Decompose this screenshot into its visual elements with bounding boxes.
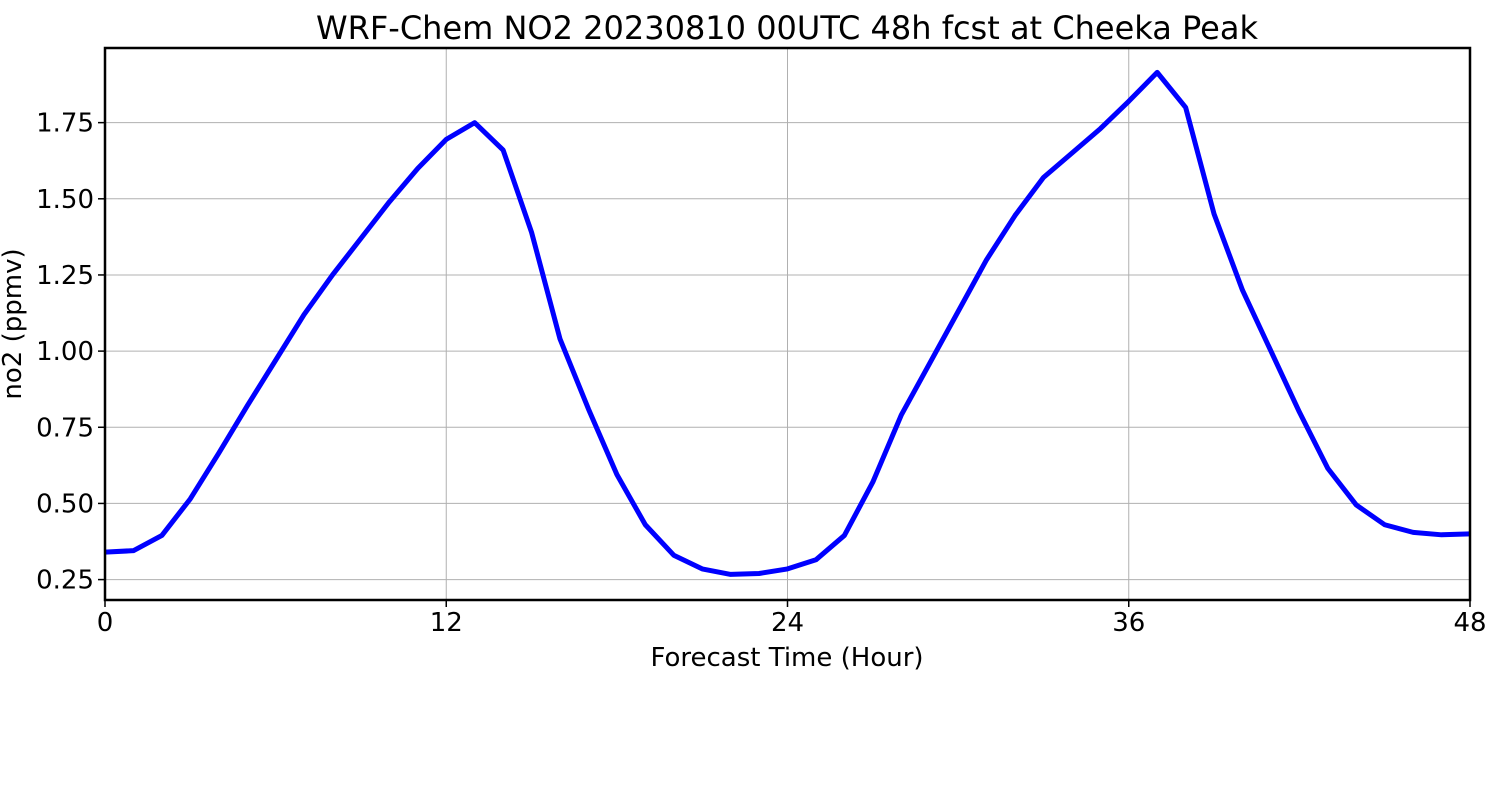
grid — [104, 48, 1471, 600]
y-tick-label: 0.25 — [36, 566, 94, 596]
x-axis-label: Forecast Time (Hour) — [650, 643, 923, 673]
y-tick-label: 1.00 — [36, 337, 94, 367]
series-layer — [104, 69, 1471, 577]
y-tick-label: 1.75 — [36, 109, 94, 139]
x-tick-label: 0 — [97, 608, 114, 638]
y-tick-label: 1.25 — [36, 261, 94, 291]
y-axis-label: no2 (ppmv) — [0, 248, 28, 399]
x-tick-label: 48 — [1453, 608, 1486, 638]
y-tick-label: 0.75 — [36, 413, 94, 443]
x-tick-label: 24 — [771, 608, 804, 638]
x-tick-label: 36 — [1112, 608, 1145, 638]
y-tick-label: 1.50 — [36, 185, 94, 215]
chart-title: WRF-Chem NO2 20230810 00UTC 48h fcst at … — [316, 9, 1258, 47]
y-tick-label: 0.50 — [36, 489, 94, 519]
axis-ticks: 0 12 24 36 48 0.25 0.50 0.75 1.00 1.25 1.50 1.75 — [36, 109, 1486, 638]
no2-series-line — [104, 69, 1471, 577]
x-tick-label: 12 — [430, 608, 463, 638]
